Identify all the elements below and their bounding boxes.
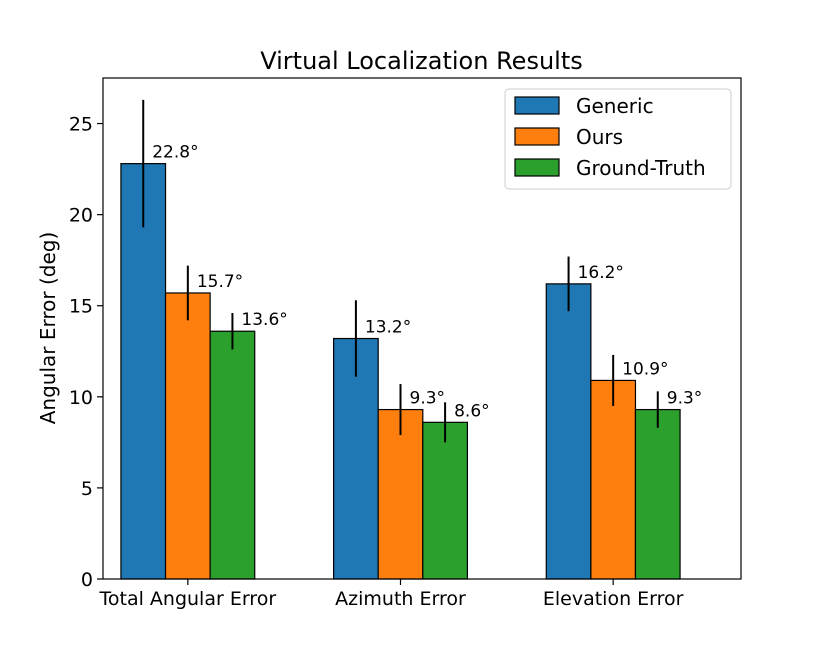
- bar-ours: [377, 408, 424, 580]
- y-tick-label: 25: [69, 114, 93, 136]
- data-label: 15.7°: [197, 272, 243, 292]
- data-label: 13.6°: [241, 310, 287, 330]
- bar-generic: [545, 283, 592, 580]
- bar-ours: [590, 379, 637, 580]
- y-tick-label: 15: [69, 296, 93, 318]
- legend-swatch: [514, 96, 560, 115]
- legend-label: Ours: [576, 125, 623, 149]
- x-tick-label: Total Angular Error: [99, 588, 277, 610]
- x-tick-label: Elevation Error: [543, 588, 684, 610]
- legend-box: [504, 88, 732, 190]
- x-tick-label: Azimuth Error: [335, 588, 466, 610]
- bar-ground-truth: [422, 421, 468, 580]
- data-label: 9.3°: [667, 389, 703, 409]
- y-tick-label: 20: [69, 205, 93, 227]
- legend: Generic Ours Ground-Truth: [504, 88, 732, 190]
- y-tick-label: 10: [69, 387, 93, 409]
- legend-label: Generic: [576, 94, 654, 118]
- y-tick-label: 0: [81, 569, 93, 591]
- legend-swatch: [514, 127, 560, 146]
- axes-frame: [102, 77, 742, 580]
- legend-swatch: [514, 158, 560, 177]
- bar-ours: [164, 292, 211, 580]
- y-axis-label: Angular Error (deg): [36, 232, 60, 425]
- data-label: 8.6°: [454, 401, 490, 421]
- legend-label: Ground-Truth: [576, 156, 706, 180]
- data-label: 22.8°: [152, 143, 198, 163]
- data-label: 16.2°: [578, 263, 624, 283]
- data-label: 10.9°: [622, 359, 668, 379]
- bar-ground-truth: [209, 330, 256, 580]
- data-label: 13.2°: [365, 318, 411, 338]
- data-label: 9.3°: [410, 389, 446, 409]
- plot-area: 22.8° 13.2° 16.2° 15.7° 9.3° 10.9° 13.6° 8.6° 9.…: [69, 77, 742, 610]
- chart-title: Virtual Localization Results: [260, 47, 583, 75]
- y-tick-label: 5: [81, 478, 93, 500]
- bar-ground-truth: [634, 408, 681, 580]
- bar-generic: [120, 163, 167, 580]
